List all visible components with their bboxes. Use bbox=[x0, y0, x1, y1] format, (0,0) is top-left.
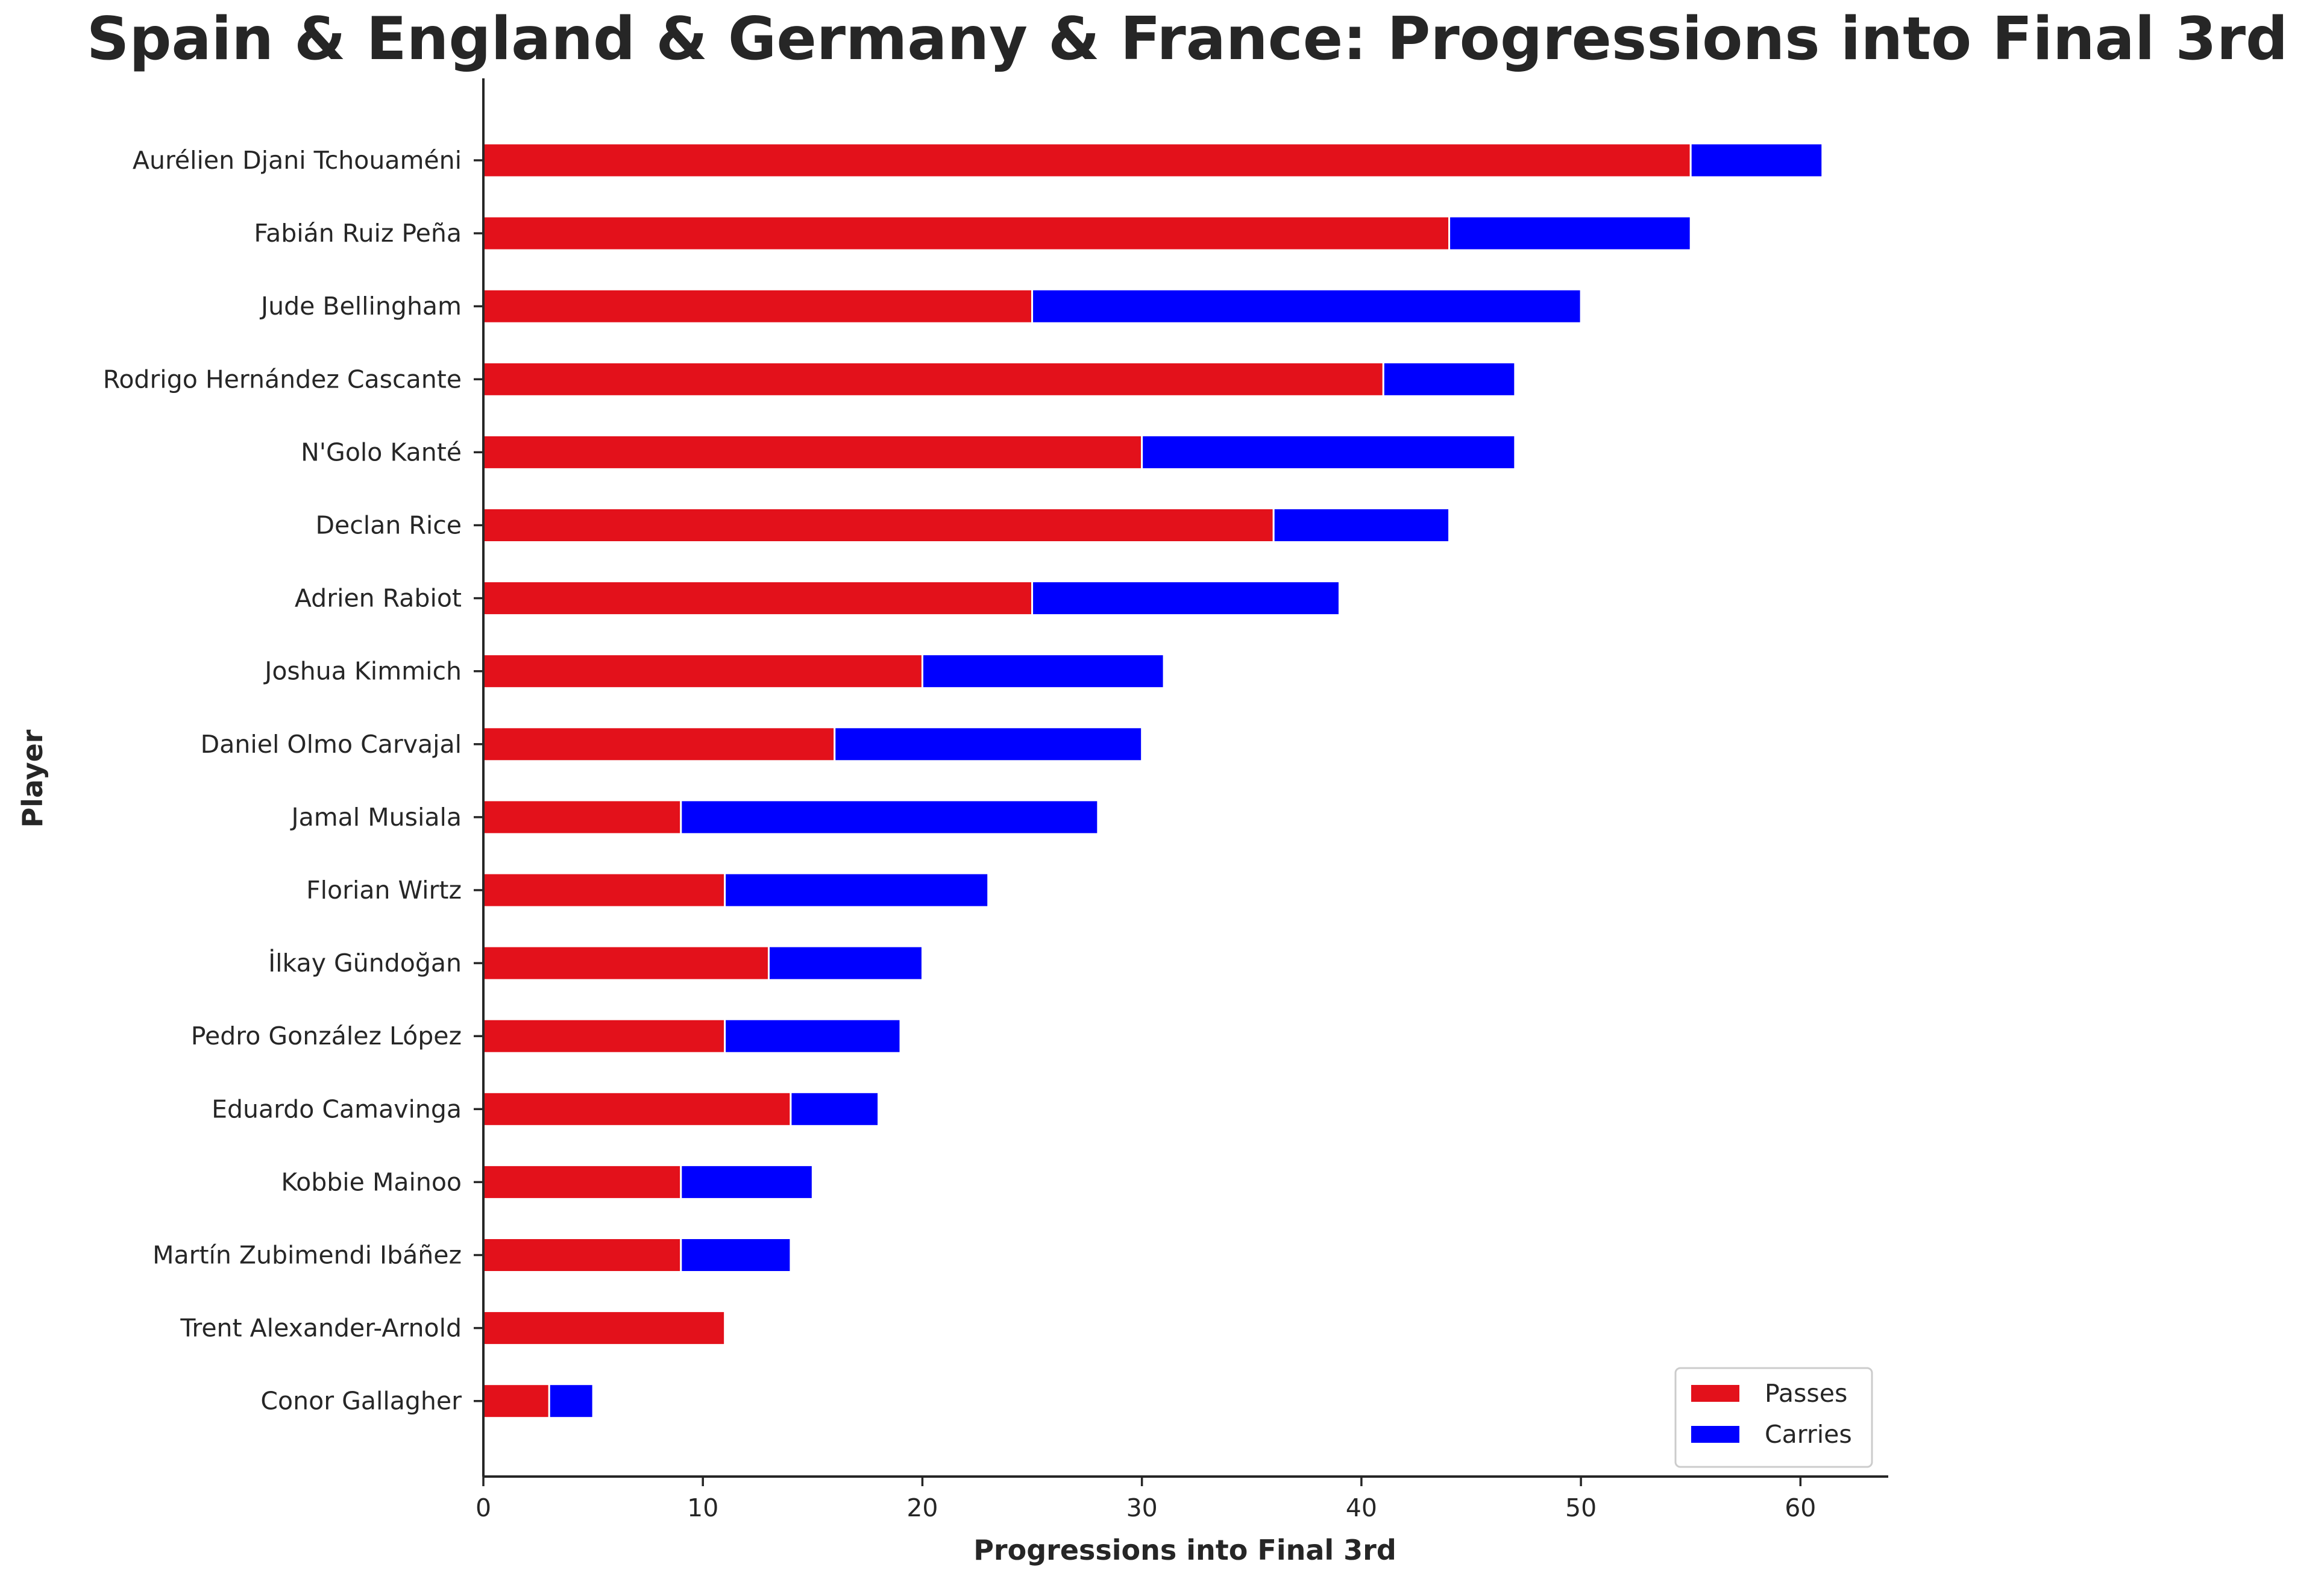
x-tick-label: 20 bbox=[906, 1493, 938, 1522]
y-axis-label: Player bbox=[16, 729, 49, 827]
bar-passes-declan-rice bbox=[482, 507, 1275, 543]
bar-passes-fabia-n-ruiz-pen-a bbox=[482, 215, 1451, 251]
chart-title: Spain & England & Germany & France: Prog… bbox=[87, 5, 2288, 74]
bar-carries-i-lkay-gu-ndog-an bbox=[767, 945, 923, 981]
y-tick-label: Jamal Musiala bbox=[290, 803, 462, 832]
bar-passes-marti-n-zubimendi-iba-n-ez bbox=[482, 1237, 682, 1273]
bar-passes-rodrigo-herna-ndez-cascante bbox=[482, 361, 1384, 397]
x-tick-label: 60 bbox=[1785, 1493, 1816, 1522]
bar-passes-pedro-gonza-lez-lo-pez bbox=[482, 1018, 726, 1054]
y-tick-label: Adrien Rabiot bbox=[295, 584, 462, 613]
bar-carries-daniel-olmo-carvajal bbox=[834, 726, 1143, 762]
y-tick-label: Rodrigo Hernández Cascante bbox=[103, 365, 462, 394]
bar-passes-jude-bellingham bbox=[482, 288, 1034, 324]
x-tick-label: 10 bbox=[687, 1493, 718, 1522]
bar-passes-n-golo-kante bbox=[482, 434, 1143, 470]
bar-passes-aure-lien-djani-tchouame-ni bbox=[482, 142, 1692, 178]
bar-passes-kobbie-mainoo bbox=[482, 1164, 682, 1200]
bar-carries-rodrigo-herna-ndez-cascante bbox=[1382, 361, 1516, 397]
y-tick-label: Daniel Olmo Carvajal bbox=[201, 730, 462, 759]
y-tick-label: Fabián Ruiz Peña bbox=[254, 219, 462, 248]
x-axis-label: Progressions into Final 3rd bbox=[973, 1534, 1396, 1566]
bar-passes-daniel-olmo-carvajal bbox=[482, 726, 836, 762]
bar-carries-pedro-gonza-lez-lo-pez bbox=[724, 1018, 902, 1054]
bar-passes-trent-alexander-arnold bbox=[482, 1310, 726, 1346]
bar-carries-fabia-n-ruiz-pen-a bbox=[1448, 215, 1692, 251]
bar-passes-florian-wirtz bbox=[482, 872, 726, 908]
bar-carries-declan-rice bbox=[1272, 507, 1451, 543]
x-tick-label: 30 bbox=[1126, 1493, 1158, 1522]
x-tick-label: 50 bbox=[1565, 1493, 1597, 1522]
y-tick-label: N'Golo Kanté bbox=[301, 438, 462, 466]
bar-carries-jude-bellingham bbox=[1031, 288, 1582, 324]
x-tick-label: 40 bbox=[1346, 1493, 1377, 1522]
bar-passes-jamal-musiala bbox=[482, 799, 682, 835]
legend-swatch-passes bbox=[1691, 1385, 1739, 1402]
legend: Passes Carries bbox=[1674, 1367, 1873, 1468]
bar-passes-joshua-kimmich bbox=[482, 653, 923, 689]
legend-label-passes: Passes bbox=[1765, 1379, 1847, 1408]
y-tick-label: Declan Rice bbox=[315, 511, 462, 540]
bar-passes-i-lkay-gu-ndog-an bbox=[482, 945, 770, 981]
legend-swatch-carries bbox=[1691, 1426, 1739, 1443]
bar-carries-n-golo-kante bbox=[1141, 434, 1516, 470]
y-tick-label: Florian Wirtz bbox=[306, 876, 462, 905]
bar-passes-adrien-rabiot bbox=[482, 580, 1034, 617]
bar-passes-conor-gallagher bbox=[482, 1383, 550, 1419]
bar-carries-florian-wirtz bbox=[724, 872, 990, 908]
bar-carries-joshua-kimmich bbox=[921, 653, 1165, 689]
y-tick-label: Martín Zubimendi Ibáñez bbox=[152, 1241, 462, 1270]
bar-carries-adrien-rabiot bbox=[1031, 580, 1340, 617]
x-tick-label: 0 bbox=[476, 1493, 491, 1522]
bar-carries-jamal-musiala bbox=[680, 799, 1099, 835]
bars-group bbox=[482, 142, 1824, 1419]
x-ticks-group: 0 10 20 30 40 50 60 bbox=[476, 1477, 1816, 1522]
y-tick-label: Pedro González López bbox=[191, 1022, 462, 1050]
bar-passes-eduardo-camavinga bbox=[482, 1091, 792, 1127]
y-tick-label: İlkay Gündoğan bbox=[268, 949, 462, 978]
y-ticks-group: Aurélien Djani Tchouaméni Fabián Ruiz Peñ… bbox=[103, 146, 483, 1416]
y-tick-label: Trent Alexander-Arnold bbox=[180, 1314, 462, 1343]
y-tick-label: Kobbie Mainoo bbox=[281, 1167, 462, 1196]
bar-carries-marti-n-zubimendi-iba-n-ez bbox=[680, 1237, 792, 1273]
y-tick-label: Jude Bellingham bbox=[259, 292, 462, 321]
y-tick-label: Aurélien Djani Tchouaméni bbox=[133, 146, 462, 175]
legend-label-carries: Carries bbox=[1765, 1420, 1852, 1449]
bar-carries-aure-lien-djani-tchouame-ni bbox=[1689, 142, 1824, 178]
bar-carries-eduardo-camavinga bbox=[790, 1091, 880, 1127]
bar-carries-kobbie-mainoo bbox=[680, 1164, 814, 1200]
bar-carries-conor-gallagher bbox=[548, 1383, 594, 1419]
y-tick-label: Conor Gallagher bbox=[260, 1387, 462, 1416]
y-tick-label: Joshua Kimmich bbox=[263, 657, 462, 686]
y-tick-label: Eduardo Camavinga bbox=[212, 1094, 462, 1123]
